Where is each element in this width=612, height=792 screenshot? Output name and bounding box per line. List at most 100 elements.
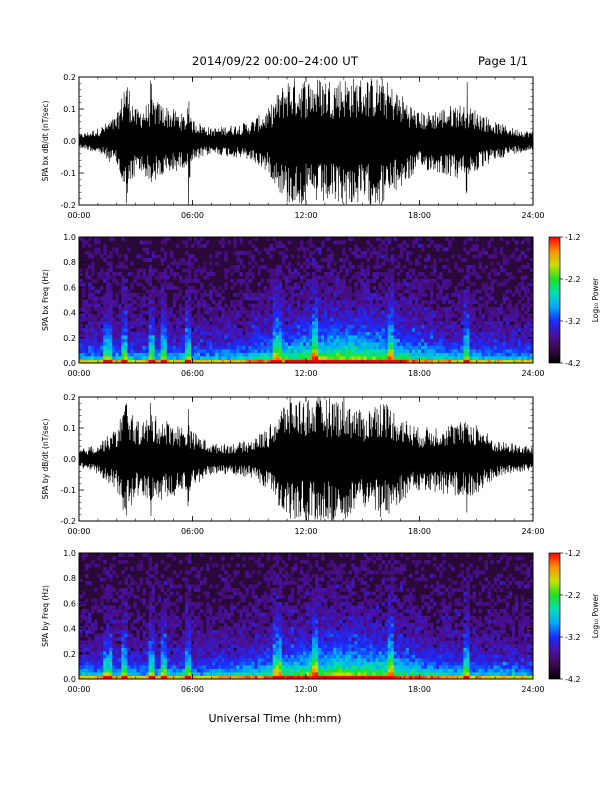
heatmap-cell [281, 335, 286, 339]
heatmap-cell [100, 595, 104, 599]
heatmap-cell [94, 672, 98, 676]
heatmap-cell [118, 307, 122, 311]
heatmap-cell [330, 345, 334, 350]
heatmap-cell [148, 619, 153, 624]
heatmap-cell [181, 633, 186, 638]
heatmap-cell [109, 275, 113, 280]
heatmap-cell [184, 581, 189, 585]
heatmap-cell [466, 303, 470, 308]
heatmap-cell [318, 349, 322, 353]
heatmap-cell [478, 331, 482, 336]
heatmap-cell [327, 261, 331, 266]
heatmap-cell [278, 342, 283, 346]
heatmap-cell [436, 321, 440, 325]
heatmap-cell [378, 282, 383, 287]
heatmap-cell [484, 321, 488, 325]
heatmap-cell [469, 331, 473, 336]
heatmap-cell [324, 296, 328, 301]
heatmap-cell [330, 303, 334, 308]
heatmap-cell [94, 619, 98, 624]
heatmap-cell [181, 651, 186, 655]
heatmap-cell [194, 672, 198, 676]
heatmap-cell [439, 321, 443, 325]
heatmap-cell [466, 286, 470, 290]
heatmap-cell [302, 303, 307, 308]
heatmap-cell [139, 581, 143, 585]
heatmap-cell [151, 307, 156, 311]
heatmap-cell [184, 338, 189, 343]
heatmap-cell [233, 310, 237, 315]
colorbar-title: Log₁₀ Power [591, 277, 600, 322]
y-tick-label: -0.1 [60, 169, 76, 178]
heatmap-cell [248, 356, 252, 360]
heatmap-cell [121, 602, 125, 606]
heatmap-cell [451, 331, 455, 336]
heatmap-cell [197, 352, 201, 357]
heatmap-cell [445, 310, 449, 315]
heatmap-cell [330, 310, 334, 315]
heatmap-cell [154, 630, 159, 634]
heatmap-cell [163, 345, 168, 350]
heatmap-cell [175, 342, 180, 346]
heatmap-cell [299, 296, 304, 301]
heatmap-cell [236, 331, 240, 336]
heatmap-cell [124, 335, 128, 339]
heatmap-cell [445, 352, 449, 357]
heatmap-cell [148, 637, 153, 641]
heatmap-cell [330, 286, 334, 290]
heatmap-cell [160, 258, 165, 262]
heatmap-cell [91, 640, 95, 645]
heatmap-cell [278, 321, 283, 325]
x-tick-label: 00:00 [67, 369, 90, 378]
heatmap-cell [82, 654, 86, 659]
heatmap-cell [284, 314, 289, 318]
heatmap-cell [160, 609, 165, 613]
heatmap-cell [324, 321, 328, 325]
heatmap-cell [414, 275, 419, 280]
heatmap-cell [97, 345, 101, 350]
heatmap-cell [520, 286, 525, 290]
heatmap-cell [393, 328, 398, 332]
heatmap-cell [475, 321, 479, 325]
heatmap-cell [118, 612, 122, 617]
heatmap-cell [194, 335, 198, 339]
heatmap-cell [327, 296, 331, 301]
heatmap-cell [233, 335, 237, 339]
heatmap-cell [133, 665, 137, 669]
heatmap-cell [221, 331, 225, 336]
heatmap-cell [333, 296, 337, 301]
heatmap-cell [287, 310, 292, 315]
heatmap-cell [212, 345, 216, 350]
heatmap-cell [181, 349, 186, 353]
heatmap-cell [245, 359, 249, 364]
heatmap-cell [91, 658, 95, 662]
heatmap-cell [136, 647, 140, 652]
heatmap-cell [493, 328, 498, 332]
heatmap-cell [175, 265, 180, 269]
heatmap-cell [457, 359, 461, 364]
heatmap-cell [151, 598, 156, 603]
heatmap-cell [133, 640, 137, 645]
heatmap-cell [339, 296, 343, 301]
heatmap-cell [194, 289, 198, 294]
heatmap-cell [178, 619, 183, 624]
heatmap-cell [254, 356, 258, 360]
heatmap-cell [106, 335, 110, 339]
y-tick-label: -0.1 [60, 486, 76, 495]
heatmap-cell [421, 293, 425, 297]
heatmap-cell [221, 342, 225, 346]
heatmap-cell [124, 654, 128, 659]
heatmap-cell [118, 310, 122, 315]
heatmap-cell [91, 300, 95, 304]
heatmap-cell [127, 328, 131, 332]
heatmap-cell [469, 335, 473, 339]
heatmap-cell [184, 630, 189, 634]
heatmap-cell [302, 251, 307, 255]
heatmap-cell [393, 286, 398, 290]
heatmap-cell [478, 310, 482, 315]
heatmap-cell [227, 321, 231, 325]
heatmap-cell [157, 317, 162, 322]
heatmap-cell [278, 335, 283, 339]
heatmap-cell [399, 335, 404, 339]
heatmap-cell [342, 335, 346, 339]
